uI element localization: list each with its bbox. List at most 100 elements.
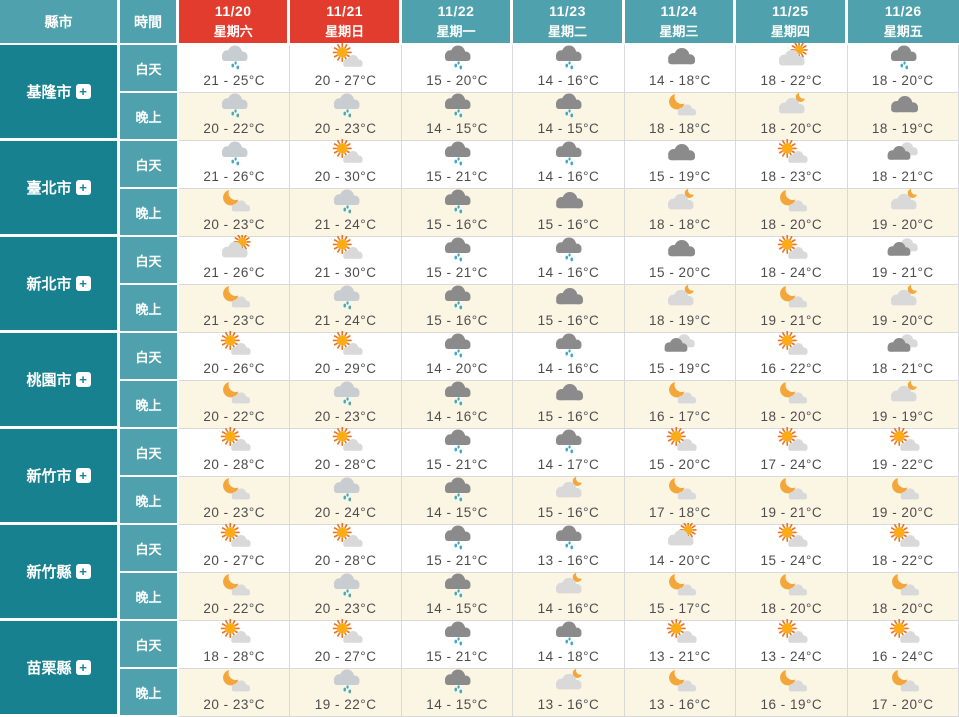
expand-city-icon[interactable]: +	[75, 372, 91, 387]
city-cell[interactable]: 臺北市 +	[0, 141, 120, 237]
temperature-range: 21 - 25°C	[203, 73, 266, 89]
header-row: 縣市 時間 11/20 星期六 11/21 星期日 11/22 星期一 11/23 星期二 11/2…	[0, 0, 959, 45]
header-weekday: 星期四	[770, 24, 810, 39]
city-cell[interactable]: 新竹市 +	[0, 429, 120, 525]
temperature-range: 15 - 20°C	[426, 73, 488, 89]
time-label-night: 晚上	[120, 285, 179, 333]
moon-with-cloud-icon	[771, 475, 811, 505]
drizzle-icon	[326, 475, 366, 505]
expand-city-icon[interactable]: +	[75, 84, 91, 99]
forecast-cell: 20 - 23°C	[179, 669, 291, 717]
mostly-sunny-icon	[660, 619, 700, 649]
temperature-range: 21 - 30°C	[314, 265, 377, 281]
temperature-range: 14 - 15°C	[426, 601, 488, 617]
cloudy-icon	[660, 43, 700, 73]
moon-behind-cloud-icon	[883, 187, 923, 217]
forecast-cell: 15 - 16°C	[513, 189, 625, 237]
moon-with-cloud-icon	[883, 475, 923, 505]
city-cell[interactable]: 新北市 +	[0, 237, 120, 333]
temperature-range: 13 - 21°C	[649, 649, 711, 665]
forecast-cell: 15 - 21°C	[401, 621, 514, 669]
header-weekday: 星期五	[883, 24, 923, 39]
mostly-sunny-icon	[771, 331, 811, 361]
city-cell[interactable]: 基隆市 +	[0, 45, 120, 141]
forecast-cell: 14 - 16°C	[513, 333, 625, 381]
mostly-sunny-icon	[326, 331, 366, 361]
forecast-row-night: 晚上 20 - 22°C 20 - 23°C 14 - 16°C 15 - 16°C 16…	[0, 381, 959, 429]
forecast-cell: 14 - 15°C	[513, 93, 625, 141]
forecast-cell: 17 - 20°C	[847, 667, 959, 717]
header-weekday: 星期一	[436, 24, 476, 39]
forecast-cell: 20 - 22°C	[179, 381, 291, 429]
forecast-row-night: 晚上 20 - 23°C 20 - 24°C 14 - 15°C 15 - 16°C 17…	[0, 477, 959, 525]
expand-city-icon[interactable]: +	[75, 180, 91, 195]
rain-icon	[883, 43, 923, 73]
moon-behind-cloud-icon	[771, 91, 811, 121]
forecast-cell: 13 - 21°C	[624, 619, 737, 669]
temperature-range: 21 - 24°C	[314, 313, 377, 329]
forecast-cell: 14 - 20°C	[624, 523, 737, 573]
temperature-range: 18 - 28°C	[203, 649, 266, 665]
mostly-sunny-icon	[326, 619, 366, 649]
city-name: 新竹市	[26, 468, 72, 485]
expand-city-icon[interactable]: +	[75, 660, 91, 675]
forecast-cell: 14 - 18°C	[624, 43, 737, 93]
rain-icon	[437, 379, 477, 409]
moon-behind-cloud-icon	[548, 571, 588, 601]
temperature-range: 17 - 24°C	[760, 457, 823, 473]
temperature-range: 18 - 20°C	[871, 601, 934, 617]
temperature-range: 18 - 22°C	[871, 553, 934, 569]
mostly-sunny-icon	[771, 427, 811, 457]
city-name: 苗栗縣	[26, 660, 72, 677]
column-header-date: 11/25 星期四	[736, 0, 848, 45]
forecast-cell: 19 - 20°C	[847, 475, 959, 525]
temperature-range: 17 - 20°C	[871, 697, 934, 713]
expand-city-icon[interactable]: +	[75, 468, 91, 483]
temperature-range: 13 - 16°C	[537, 553, 600, 569]
expand-city-icon[interactable]: +	[75, 276, 91, 291]
moon-with-cloud-icon	[883, 667, 923, 697]
temperature-range: 21 - 26°C	[203, 169, 266, 185]
mostly-sunny-icon	[214, 523, 254, 553]
forecast-cell: 18 - 21°C	[847, 141, 959, 189]
temperature-range: 18 - 20°C	[760, 601, 823, 617]
forecast-cell: 20 - 28°C	[290, 427, 402, 477]
temperature-range: 20 - 23°C	[203, 697, 266, 713]
rain-icon	[548, 235, 588, 265]
time-label-day: 白天	[120, 45, 179, 93]
moon-with-cloud-icon	[771, 379, 811, 409]
rain-icon	[437, 283, 477, 313]
city-cell[interactable]: 新竹縣 +	[0, 525, 120, 621]
temperature-range: 15 - 21°C	[426, 169, 488, 185]
temperature-range: 20 - 28°C	[203, 457, 266, 473]
city-cell[interactable]: 桃園市 +	[0, 333, 120, 429]
forecast-cell: 21 - 26°C	[179, 235, 291, 285]
rain-icon	[437, 427, 477, 457]
temperature-range: 13 - 16°C	[537, 697, 600, 713]
time-label-day: 白天	[120, 237, 179, 285]
city-cell[interactable]: 苗栗縣 +	[0, 621, 120, 717]
time-label-day: 白天	[120, 333, 179, 381]
expand-city-icon[interactable]: +	[75, 564, 91, 579]
column-header-city: 縣市	[0, 0, 120, 45]
cloudy-mixed-icon	[883, 331, 923, 361]
forecast-cell: 21 - 23°C	[179, 285, 291, 333]
temperature-range: 19 - 21°C	[760, 505, 823, 521]
forecast-row-night: 晚上 20 - 22°C 20 - 23°C 14 - 15°C 14 - 15°C 18…	[0, 93, 959, 141]
cloudy-icon	[660, 139, 700, 169]
time-label-day: 白天	[120, 525, 179, 573]
temperature-range: 20 - 22°C	[203, 121, 266, 137]
temperature-range: 15 - 19°C	[649, 169, 711, 185]
column-header-time: 時間	[120, 0, 179, 45]
forecast-cell: 20 - 28°C	[290, 523, 402, 573]
mostly-sunny-icon	[214, 619, 254, 649]
mostly-sunny-icon	[326, 139, 366, 169]
temperature-range: 20 - 28°C	[314, 553, 377, 569]
temperature-range: 18 - 19°C	[871, 121, 934, 137]
drizzle-icon	[326, 187, 366, 217]
forecast-cell: 15 - 20°C	[624, 427, 737, 477]
mostly-sunny-icon	[883, 523, 923, 553]
forecast-cell: 20 - 27°C	[290, 619, 402, 669]
temperature-range: 18 - 20°C	[760, 409, 823, 425]
temperature-range: 19 - 20°C	[871, 217, 934, 233]
